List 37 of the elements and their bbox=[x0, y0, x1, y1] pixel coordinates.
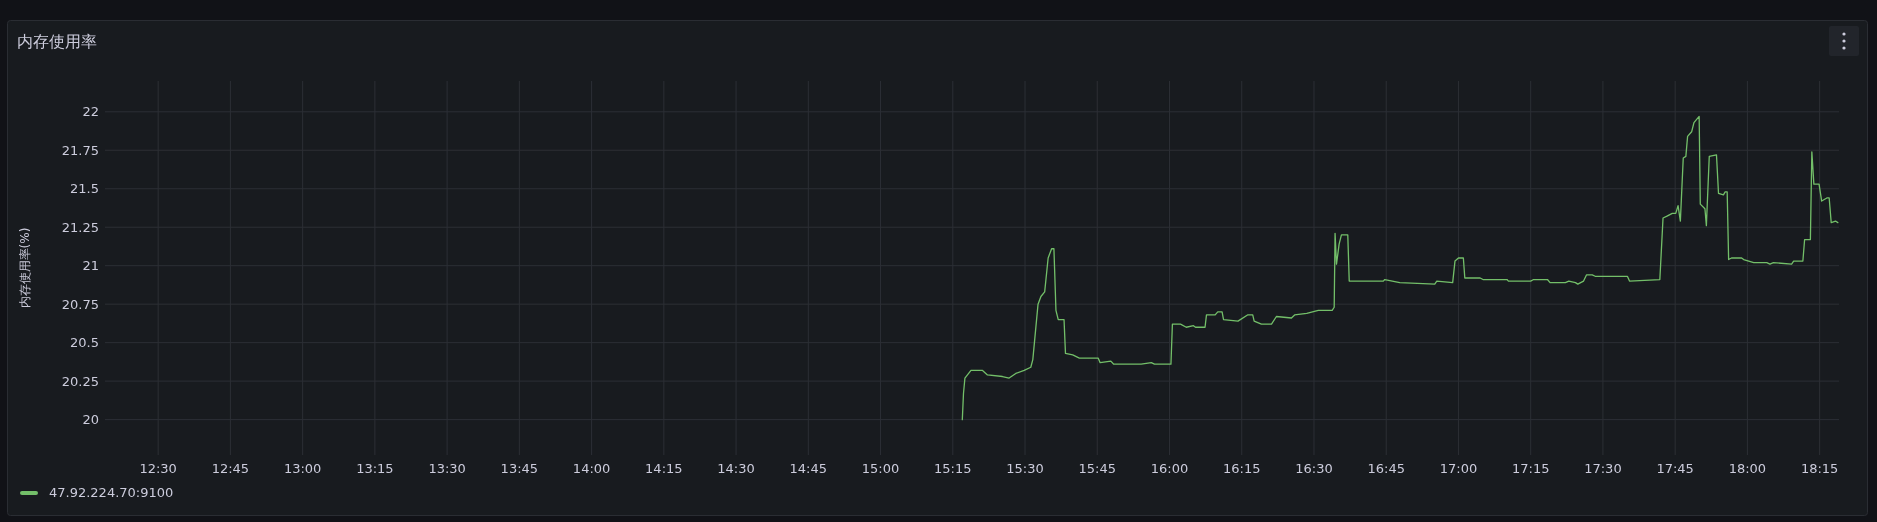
line-series bbox=[961, 115, 1839, 421]
y-tick-label: 20 bbox=[82, 412, 99, 428]
y-tick-label: 20.25 bbox=[61, 373, 99, 389]
legend-label: 47.92.224.70:9100 bbox=[49, 485, 174, 500]
x-tick-label: 15:15 bbox=[934, 461, 972, 476]
x-tick-label: 16:00 bbox=[1150, 461, 1189, 476]
x-tick-label: 14:30 bbox=[717, 461, 755, 476]
x-tick-label: 12:30 bbox=[139, 461, 177, 476]
x-tick-label: 18:00 bbox=[1728, 461, 1767, 476]
y-tick-label: 21 bbox=[82, 258, 99, 274]
x-tick-label: 16:30 bbox=[1295, 461, 1333, 476]
x-tick-label: 17:15 bbox=[1511, 461, 1550, 476]
chart-title: 内存使用率 bbox=[17, 32, 97, 51]
x-tick-label: 15:00 bbox=[861, 461, 900, 476]
x-tick-label: 13:30 bbox=[428, 461, 466, 476]
y-axis-title: 内存使用率(%) bbox=[18, 227, 32, 309]
x-tick-label: 12:45 bbox=[211, 461, 250, 476]
x-tick-label: 15:45 bbox=[1078, 461, 1116, 476]
x-tick-label: 17:30 bbox=[1584, 461, 1622, 476]
y-tick-label: 20.75 bbox=[61, 296, 99, 312]
y-tick-label: 22 bbox=[82, 104, 99, 120]
x-tick-label: 14:15 bbox=[645, 461, 683, 476]
x-tick-label: 17:00 bbox=[1439, 461, 1478, 476]
x-tick-label: 14:45 bbox=[789, 461, 828, 476]
x-tick-label: 15:30 bbox=[1006, 461, 1044, 476]
y-tick-label: 21.75 bbox=[61, 142, 99, 158]
y-tick-label: 20.5 bbox=[70, 335, 99, 351]
x-tick-label: 16:15 bbox=[1223, 461, 1261, 476]
y-tick-label: 21.25 bbox=[61, 219, 99, 235]
x-tick-label: 18:15 bbox=[1800, 461, 1839, 476]
x-tick-label: 14:00 bbox=[572, 461, 611, 476]
x-tick-label: 16:45 bbox=[1367, 461, 1405, 476]
x-tick-label: 17:45 bbox=[1656, 461, 1694, 476]
x-tick-label: 13:45 bbox=[500, 461, 539, 476]
y-tick-label: 21.5 bbox=[70, 181, 99, 197]
x-tick-label: 13:15 bbox=[356, 461, 394, 476]
x-tick-label: 13:00 bbox=[283, 461, 322, 476]
